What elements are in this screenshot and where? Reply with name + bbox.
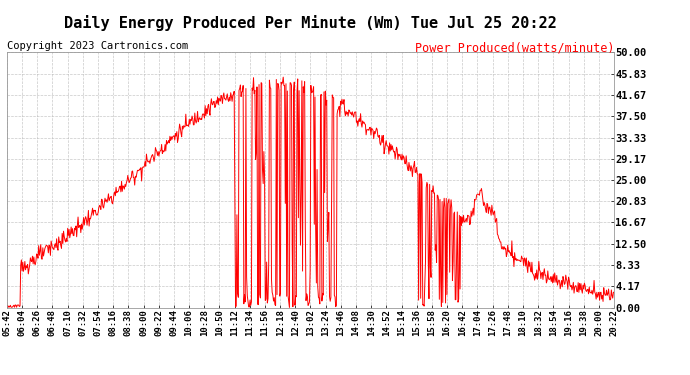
Text: Copyright 2023 Cartronics.com: Copyright 2023 Cartronics.com [7, 41, 188, 51]
Text: Power Produced(watts/minute): Power Produced(watts/minute) [415, 41, 614, 54]
Text: Daily Energy Produced Per Minute (Wm) Tue Jul 25 20:22: Daily Energy Produced Per Minute (Wm) Tu… [64, 15, 557, 31]
